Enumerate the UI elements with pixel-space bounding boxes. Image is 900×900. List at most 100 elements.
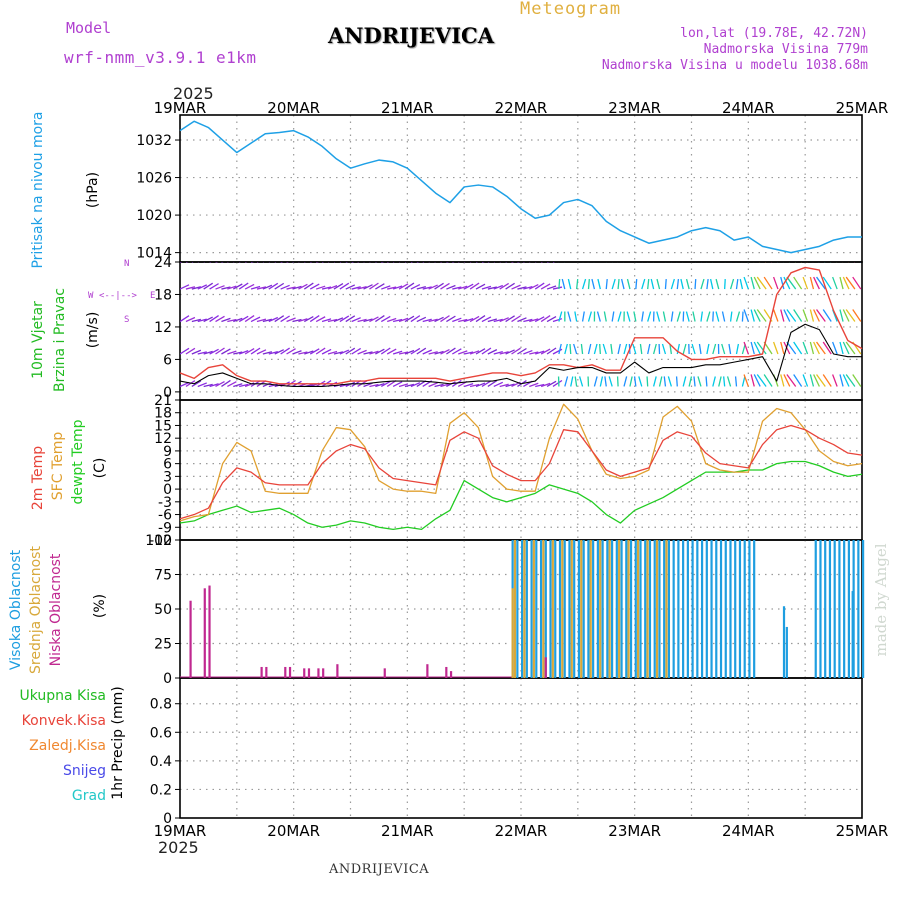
y-tick-label: -3 — [158, 495, 172, 511]
wind-arrow — [605, 278, 608, 290]
wind-arrow — [345, 284, 356, 290]
wind-arrow — [812, 262, 814, 263]
y-tick-label: 0 — [163, 385, 172, 401]
precip-legend-item: Konvek.Kisa — [22, 713, 106, 729]
wind-arrow — [268, 282, 279, 290]
x-tick-label-top: 24MAR — [722, 99, 775, 117]
wind-arrow — [783, 309, 791, 322]
x-tick-label-bottom: 23MAR — [608, 822, 661, 840]
cloud-mid-bar — [665, 540, 668, 678]
y-tick-label: 0.4 — [150, 754, 172, 770]
cloud-high-bar — [857, 540, 860, 678]
wind-arrow — [816, 276, 826, 290]
wind-arrow — [809, 276, 815, 290]
wind-arrow — [860, 262, 861, 263]
wind-arrow — [286, 286, 296, 290]
wind-arrow — [304, 350, 314, 355]
wind-arrow — [185, 286, 196, 290]
wind-arrow — [836, 262, 838, 263]
wind-arrow — [404, 282, 415, 290]
cloud-high-bar — [828, 540, 832, 678]
pressure-title: Pritisak na nivou mora — [30, 111, 46, 268]
wind-arrow — [197, 382, 207, 388]
wind-arrow — [692, 311, 696, 322]
wind-arrow — [309, 283, 320, 290]
y-tick-label: 100 — [145, 533, 172, 549]
wind-arrow — [842, 374, 850, 387]
cloud-high-bar — [729, 540, 732, 678]
cloud-low-bar — [336, 664, 339, 678]
wind-arrow — [626, 278, 631, 290]
wind-title-2: Brzina i Pravac — [52, 288, 68, 392]
wind-arrow — [380, 347, 391, 355]
cloud-high-bar — [843, 540, 846, 678]
wind-arrow — [499, 317, 509, 323]
x-tick-label-bottom: 21MAR — [381, 822, 434, 840]
wind-arrow — [493, 318, 503, 323]
wind-arrow — [546, 347, 557, 355]
wind-arrow — [428, 382, 438, 388]
wind-arrow — [822, 341, 832, 355]
dewpt-title: dewpt Temp — [70, 419, 86, 504]
wind-arrow — [603, 311, 607, 322]
footer-location: ANDRIJEVICA — [329, 862, 430, 877]
wind-arrow — [481, 380, 492, 388]
cloud-mid-bar — [589, 540, 592, 678]
wind-arrow — [321, 348, 332, 355]
wind-arrow — [564, 343, 568, 355]
wind-arrow — [750, 276, 755, 290]
wind-arrow — [573, 343, 578, 355]
wind-arrow — [832, 374, 838, 387]
wind-arrow — [499, 351, 509, 355]
wind-arrow — [753, 341, 761, 355]
cloud-high-bar — [516, 540, 519, 678]
wind-arrow — [209, 348, 219, 355]
compass-w: W — [88, 291, 94, 301]
wind-arrow — [546, 315, 557, 323]
wind-arrow — [693, 376, 696, 387]
wind-arrow — [647, 343, 651, 355]
wind-arrow — [458, 285, 468, 290]
wind-arrow — [750, 374, 755, 387]
wind-arrow — [540, 283, 551, 290]
cloud-mid-bar — [580, 540, 583, 678]
wind-arrow — [700, 262, 702, 263]
wind-arrow — [191, 286, 202, 290]
cloud-mid-title: Srednja Oblacnost — [28, 546, 44, 674]
wind-arrow — [203, 383, 213, 388]
wind-arrow — [695, 262, 696, 263]
wind-arrow — [404, 383, 415, 388]
precip-ylabel: 1hr Precip (mm) — [110, 686, 126, 799]
wind-arrow — [802, 309, 809, 322]
wind-arrow — [765, 262, 767, 263]
wind-arrow — [386, 348, 397, 355]
wind-arrow — [227, 350, 237, 355]
wind-arrow — [511, 347, 521, 355]
wind-arrow — [452, 317, 462, 323]
wind-arrow — [452, 348, 462, 355]
wind-arrow — [540, 348, 551, 355]
wind-arrow — [333, 262, 336, 263]
model-elevation-label: Nadmorska Visina u modelu 1038.68m — [601, 58, 868, 73]
wind-arrow — [185, 316, 196, 323]
precip-legend-item: Ukupna Kisa — [19, 688, 106, 704]
cloud-low-bar — [260, 666, 263, 678]
cloud-high-bar — [738, 540, 742, 678]
cloud-high-bar — [819, 540, 822, 678]
cloud-high-bar — [734, 540, 737, 678]
wind-arrow — [286, 348, 296, 355]
wind-arrow — [215, 347, 225, 355]
wind-arrow — [464, 262, 466, 263]
wind-arrow — [617, 262, 619, 263]
wind-arrow — [298, 318, 308, 323]
wind-arrow — [567, 311, 572, 322]
wind-arrow — [839, 309, 844, 322]
wind-arrow — [227, 318, 237, 323]
wind-arrow — [315, 347, 326, 355]
wind-arrow — [669, 343, 673, 355]
wind-arrow — [315, 285, 326, 290]
cloud-high-bar — [814, 540, 817, 678]
wind-arrow — [756, 276, 767, 290]
wind-arrow — [416, 347, 427, 355]
wind-arrow — [446, 347, 456, 355]
